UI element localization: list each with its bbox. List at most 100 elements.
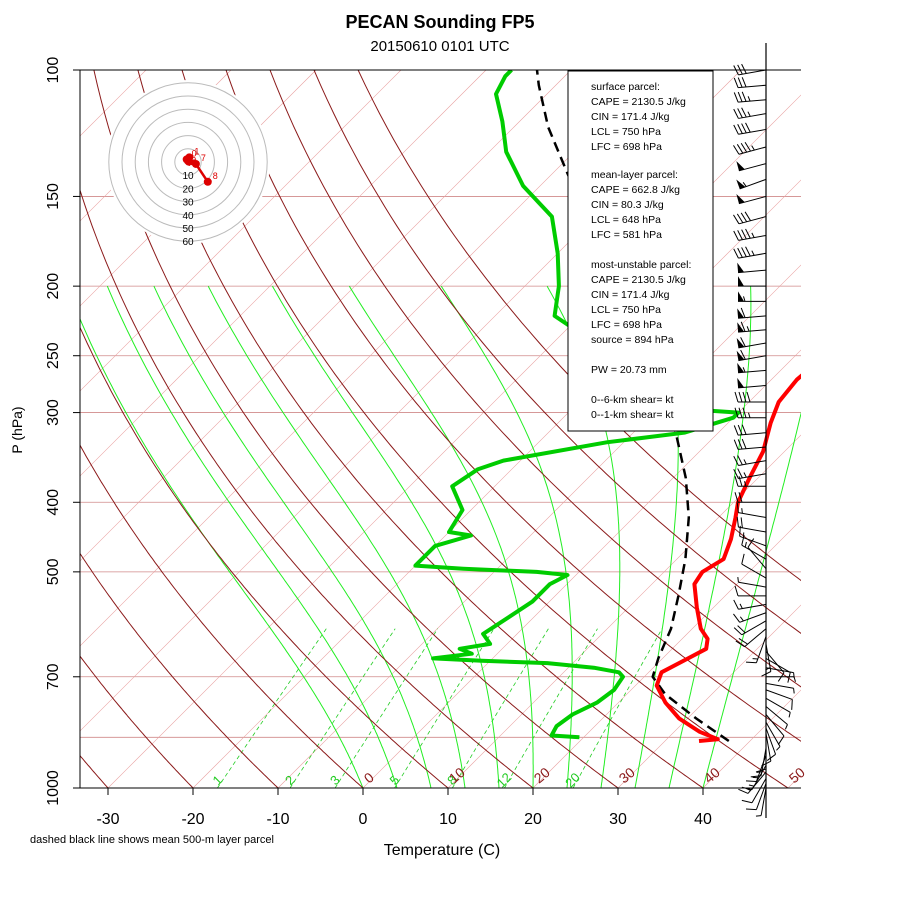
wind-barb — [738, 771, 767, 794]
wind-barb — [736, 194, 767, 205]
moist-adiabat-28 — [546, 285, 621, 788]
isotherm-50 — [787, 774, 801, 788]
hodograph-point-label: 2 — [191, 155, 196, 165]
isotherm--50 — [80, 70, 657, 647]
wind-barb — [733, 438, 767, 450]
wind-barb — [733, 141, 767, 155]
wind-barb — [734, 492, 766, 503]
mixing-ratio-2 — [289, 628, 396, 788]
wind-barb — [745, 754, 767, 782]
wind-barb — [736, 161, 767, 172]
moist-adiabat-36 — [668, 286, 752, 788]
y-tick-label: 250 — [45, 342, 62, 369]
ml-lcl: LCL = 648 hPa — [591, 214, 661, 226]
wind-barb — [750, 748, 767, 778]
hodograph-ring — [147, 121, 229, 203]
y-tick-label: 100 — [45, 57, 62, 84]
wind-barb — [765, 682, 795, 694]
mu-lfc: LFC = 698 hPa — [591, 319, 662, 331]
wind-barb — [733, 211, 767, 225]
hodograph-point-label: 5 — [192, 158, 197, 168]
wind-barb — [738, 291, 766, 302]
grid-lines — [80, 70, 801, 788]
mu-lcl: LCL = 750 hPa — [591, 304, 661, 316]
moist-adiabat-8 — [153, 285, 432, 788]
wind-barb — [737, 362, 767, 374]
hodograph-ring-label: 40 — [182, 211, 194, 222]
x-tick-label: 20 — [524, 811, 542, 828]
moist-adiabat-12 — [207, 285, 466, 788]
isotherm-10 — [447, 434, 801, 788]
wind-barb — [733, 63, 767, 76]
x-tick-label: -20 — [181, 811, 204, 828]
chart-title: PECAN Sounding FP5 — [346, 12, 535, 32]
wind-barb — [733, 228, 767, 241]
sfc-lcl: LCL = 750 hPa — [591, 126, 661, 138]
wind-barb — [755, 787, 767, 817]
moist-adiabat-0 — [80, 317, 364, 788]
wind-barb — [745, 636, 767, 664]
wind-barb — [741, 553, 767, 579]
x-tick-label: 10 — [439, 811, 457, 828]
wind-barb — [734, 585, 766, 597]
y-tick-label: 200 — [45, 273, 62, 300]
mu-source: source = 894 hPa — [591, 334, 674, 346]
hodograph-point — [185, 153, 194, 162]
wind-barb — [736, 337, 767, 349]
ml-lfc: LFC = 581 hPa — [591, 229, 662, 241]
mu-heading: most-unstable parcel: — [591, 259, 691, 271]
dry-adiabat-80 — [313, 70, 801, 634]
wind-barb — [733, 468, 767, 480]
dry-adiabat-20 — [80, 188, 534, 788]
hodograph-ring-label: 20 — [182, 184, 194, 195]
hodograph-point-label: 3 — [187, 155, 192, 165]
y-tick-label: 300 — [45, 399, 62, 426]
hodograph-ring-label: 50 — [182, 224, 194, 235]
info-box-frame — [567, 70, 714, 432]
hodograph-ring — [174, 148, 202, 176]
wind-barb — [737, 262, 767, 274]
y-axis: 100 150 200 250 300 400 500 700 1000 — [45, 57, 81, 806]
wind-barb — [737, 377, 767, 389]
pw-value: PW = 20.73 mm — [591, 364, 667, 376]
dry-adiabat-label: 50 — [786, 764, 808, 786]
hodograph-ring-label: 10 — [182, 171, 194, 182]
wind-barb — [736, 349, 767, 362]
isotherm--60 — [80, 70, 572, 562]
dry-adiabat-10 — [80, 326, 449, 788]
ml-cin: CIN = 80.3 J/kg — [591, 199, 664, 211]
dry-adiabat-label: 0 — [361, 769, 377, 786]
wind-barb — [737, 321, 767, 333]
isotherm-40 — [702, 689, 801, 788]
hodograph-ring-label: 30 — [182, 198, 194, 209]
wind-barb — [733, 91, 767, 103]
mixing-ratio-20 — [572, 628, 663, 788]
wind-barbs — [733, 43, 796, 818]
dry-adiabat-0 — [80, 444, 364, 788]
y-tick-label: 1000 — [45, 770, 62, 806]
wind-barb — [738, 276, 766, 287]
moist-adiabat-4 — [106, 285, 398, 788]
isotherm--20 — [192, 179, 801, 788]
x-tick-label: 40 — [694, 811, 712, 828]
grid-labels: 1 2 3 5 8 12 200 10 20 30 40 50 — [210, 764, 808, 791]
x-tick-label: 0 — [359, 811, 368, 828]
wind-barb — [733, 107, 767, 119]
parcel-line — [535, 70, 730, 743]
hodograph-ring — [108, 82, 268, 242]
hodograph-ring — [121, 95, 255, 229]
shear-0-6: 0--6-km shear= kt — [591, 394, 674, 406]
x-tick-label: -10 — [266, 811, 289, 828]
dewpoint-line — [413, 70, 741, 740]
y-tick-label: 150 — [45, 183, 62, 210]
wind-barb — [733, 599, 767, 610]
wind-barb — [735, 628, 767, 648]
y-tick-label: 400 — [45, 489, 62, 516]
wind-barb — [765, 706, 788, 730]
wind-barb — [765, 650, 785, 682]
wind-barb — [761, 733, 772, 767]
isotherm-20 — [532, 519, 801, 788]
mu-cin: CIN = 171.4 J/kg — [591, 289, 670, 301]
hodograph-ring — [161, 135, 215, 189]
